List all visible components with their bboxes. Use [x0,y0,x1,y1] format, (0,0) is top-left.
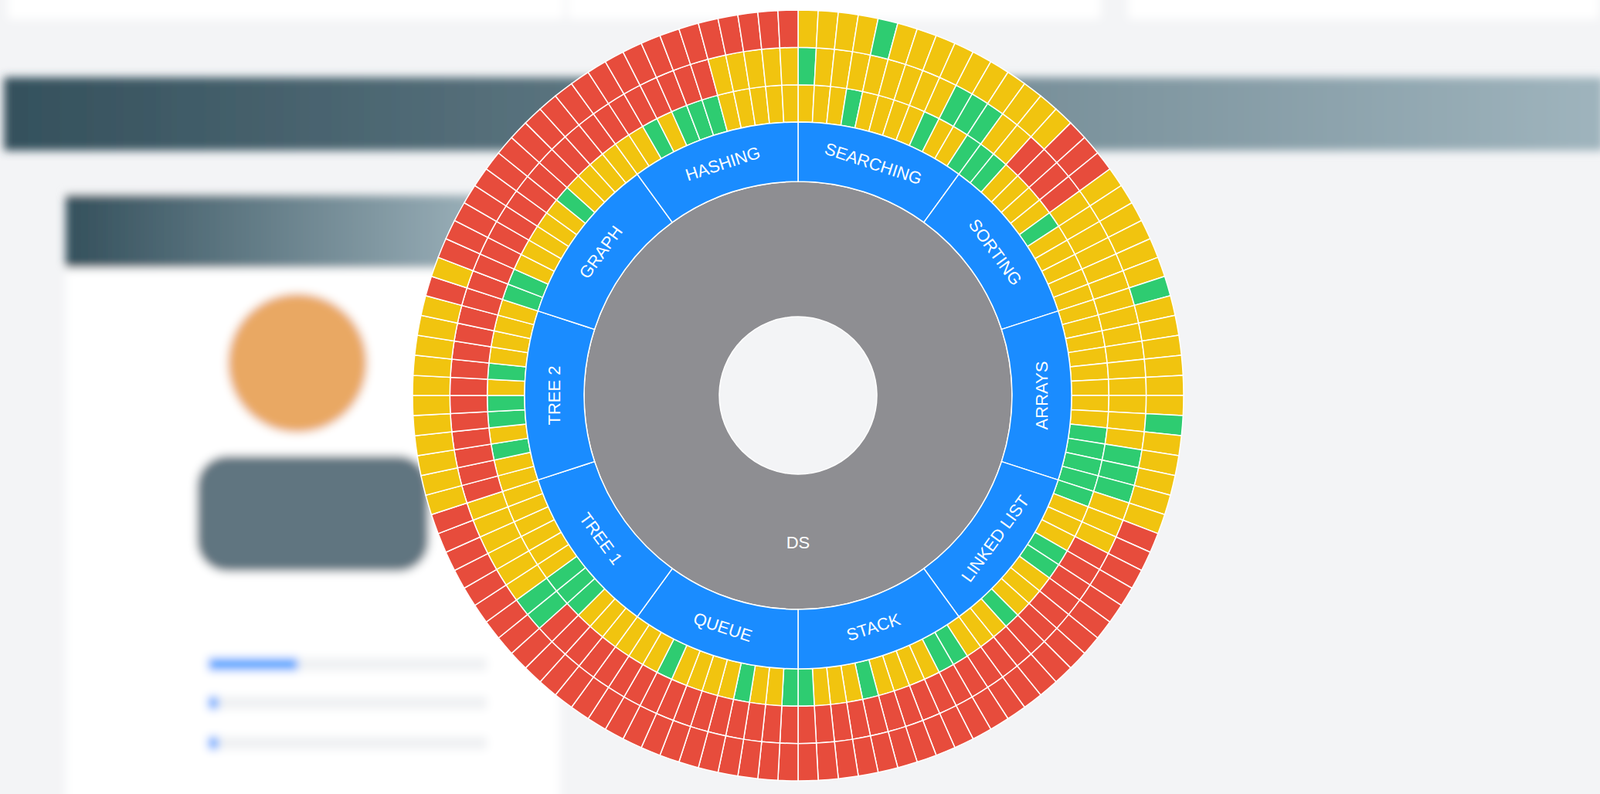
card-header [65,194,499,269]
category-label: HASHING [682,142,763,186]
cell [1107,359,1146,380]
labels: SEARCHING SORTING ARRAYS LINKED LIST STACK QU… [544,139,1052,646]
profile-card [65,193,561,794]
sunburst: SEARCHING SORTING ARRAYS LINKED LIST STACK QU… [412,10,1184,782]
cell [777,10,799,48]
cell [1108,377,1147,396]
category-label: TREE 2 [544,365,564,425]
category-label: SEARCHING [822,139,924,189]
background [3,0,1600,794]
root-ring [584,181,1013,610]
category-label: QUEUE [690,608,755,646]
category-arc [537,174,673,330]
cell [816,741,840,781]
cells [412,10,1184,782]
cell [757,10,781,50]
progress-track [208,658,487,671]
category-label: GRAPH [575,222,627,283]
progress-fill [208,658,298,671]
category-label: STACK [844,609,904,646]
cell [412,375,451,396]
cell [798,743,819,782]
cell [487,379,526,396]
cell [798,669,815,707]
progress-fill [208,737,218,750]
cell [413,414,452,437]
cell [412,395,451,416]
cell [449,395,488,415]
avatar-body [197,455,429,572]
cell [1071,379,1110,396]
cell [761,47,782,87]
cell [1070,363,1109,382]
cell [487,395,526,412]
category-arc [923,174,1059,330]
top-card [1127,0,1600,20]
category-arc [923,461,1059,618]
cell [1108,395,1147,415]
cell [779,47,799,85]
category-arc [537,461,673,618]
progress-fill [208,696,218,710]
cell [781,669,799,707]
cell [1145,395,1184,416]
cell [1071,395,1110,412]
cell [798,47,817,85]
category-label: LINKED LIST [957,492,1033,587]
page: SEARCHING SORTING ARRAYS LINKED LIST STACK QU… [0,0,1600,794]
cell [765,84,785,124]
category-arc [637,122,799,223]
top-card [7,0,564,20]
cell [450,411,490,432]
cell [779,706,799,744]
category-arc [524,311,595,481]
cell [1145,375,1184,396]
cell [798,84,815,123]
cell [814,704,835,744]
cell [812,667,832,707]
progress-track [208,696,487,710]
cell [449,377,488,396]
progress-track [208,737,487,750]
avatar-head [227,293,367,433]
cell [1144,355,1183,378]
cell [487,410,527,429]
cell [777,743,799,782]
cell [798,706,817,744]
cell [781,84,799,123]
category-label: SORTING [964,215,1026,289]
category-arc [798,568,959,670]
category-label: TREE 1 [575,509,627,569]
category-arc [1001,311,1072,481]
category-label: ARRAYS [1032,361,1052,431]
root-label: DS [786,533,811,553]
cell [798,10,819,48]
